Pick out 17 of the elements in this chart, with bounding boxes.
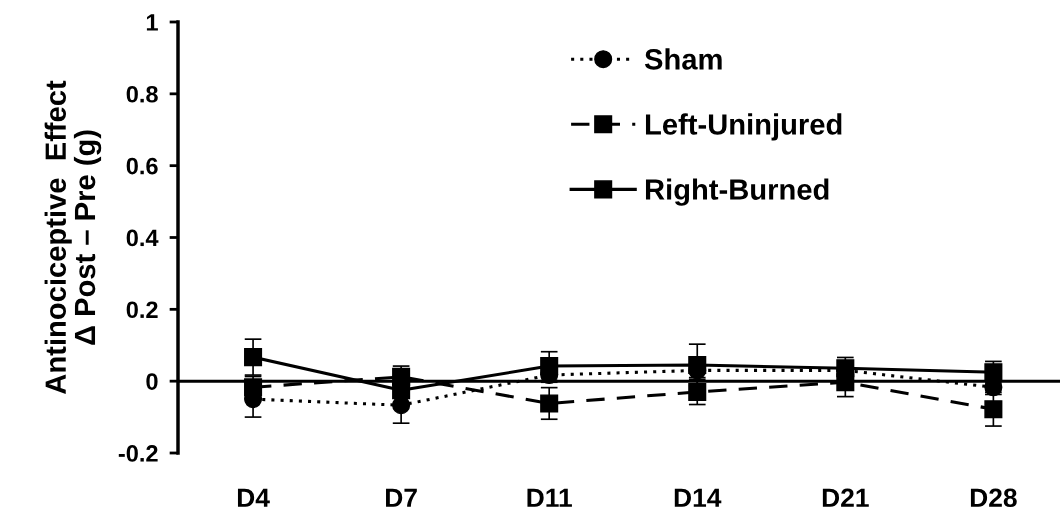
x-tick-label: D21 [822,488,869,507]
x-tick-label: D28 [970,488,1017,508]
y-tick-label: 1 [146,14,158,31]
x-tick-label: D4 [237,488,270,507]
x-tick-label: D7 [386,488,417,507]
y-tick-label: 0.6 [126,157,158,175]
x-tick-label: D14 [674,488,722,507]
y-axis-title: Antinociceptive Effect Δ Post – Pre (g) [44,80,102,394]
y-tick-label: -0.2 [118,445,158,462]
y-tick-label: 0.4 [126,229,159,247]
legend-label: Sham [644,48,722,70]
legend-label: Left-Uninjured [645,113,842,141]
x-tick-label: D11 [527,488,572,507]
legend-label: Right-Burned [645,178,829,206]
y-tick-label: 0.8 [126,85,158,103]
y-tick-label: 0 [146,373,158,390]
y-tick-label: 0.2 [126,301,158,319]
